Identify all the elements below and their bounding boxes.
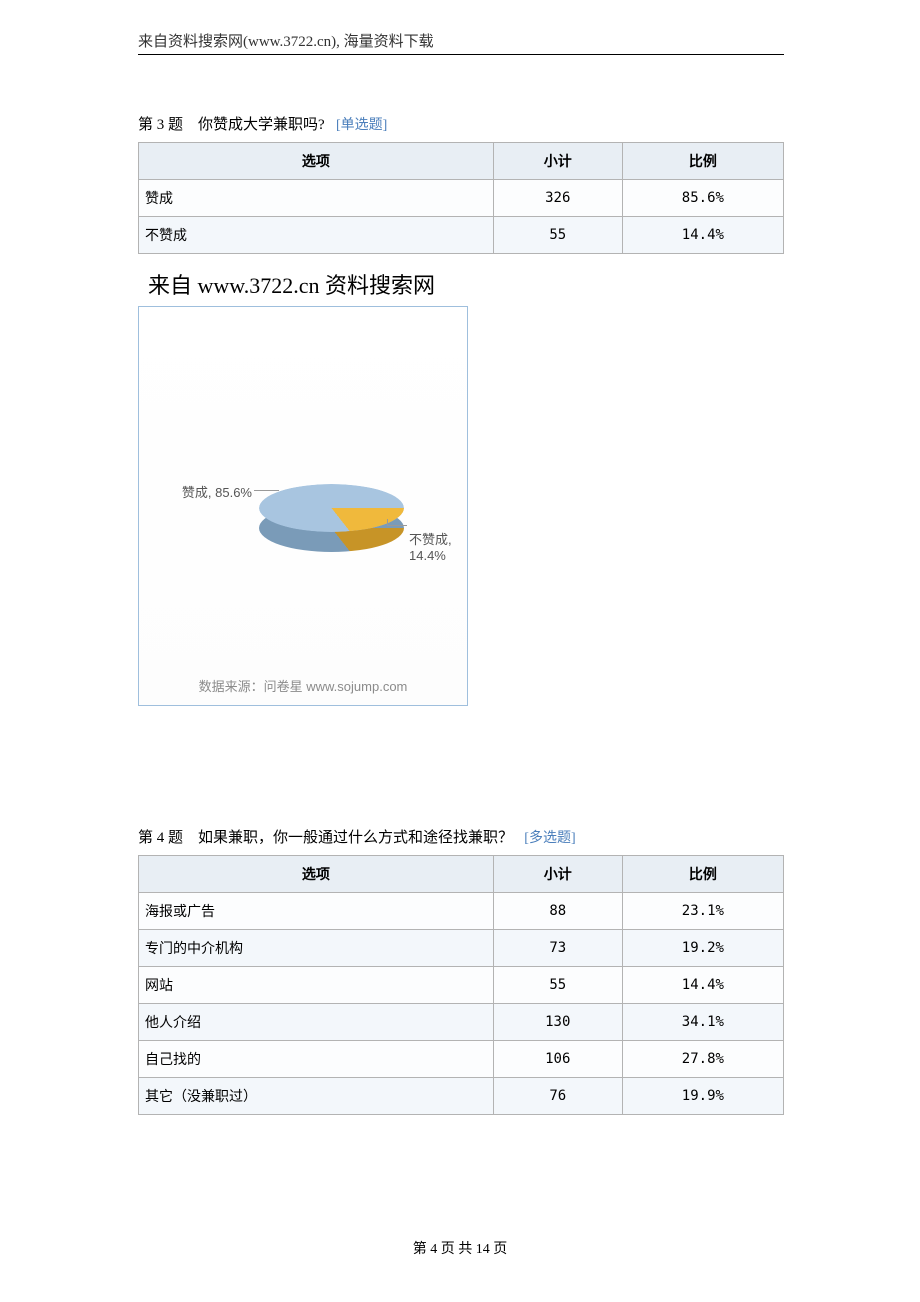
cell-count: 88	[493, 893, 622, 930]
cell-option: 不赞成	[139, 217, 494, 254]
cell-option: 其它（没兼职过）	[139, 1078, 494, 1115]
q3-title: 第 3 题 你赞成大学兼职吗? [单选题]	[138, 113, 784, 134]
leader-line	[387, 519, 388, 525]
th-count: 小计	[493, 856, 622, 893]
th-option: 选项	[139, 856, 494, 893]
q3-tag: [单选题]	[336, 118, 387, 133]
pie-label-right: 不赞成, 14.4%	[409, 529, 467, 563]
table-row: 其它（没兼职过）7619.9%	[139, 1078, 784, 1115]
table-row: 赞成32685.6%	[139, 180, 784, 217]
table-row: 专门的中介机构7319.2%	[139, 930, 784, 967]
th-ratio: 比例	[622, 856, 783, 893]
table-row: 自己找的10627.8%	[139, 1041, 784, 1078]
q3-prefix: 第 3 题	[138, 117, 183, 133]
th-count: 小计	[493, 143, 622, 180]
q4-tag: [多选题]	[524, 831, 575, 846]
table-row: 海报或广告8823.1%	[139, 893, 784, 930]
cell-option: 赞成	[139, 180, 494, 217]
cell-ratio: 27.8%	[622, 1041, 783, 1078]
cell-count: 73	[493, 930, 622, 967]
leader-line	[387, 525, 407, 526]
cell-option: 海报或广告	[139, 893, 494, 930]
cell-ratio: 14.4%	[622, 217, 783, 254]
cell-ratio: 14.4%	[622, 967, 783, 1004]
q3-table: 选项 小计 比例 赞成32685.6%不赞成5514.4%	[138, 142, 784, 254]
cell-count: 130	[493, 1004, 622, 1041]
th-ratio: 比例	[622, 143, 783, 180]
cell-count: 55	[493, 967, 622, 1004]
cell-option: 他人介绍	[139, 1004, 494, 1041]
table-row: 他人介绍13034.1%	[139, 1004, 784, 1041]
cell-ratio: 85.6%	[622, 180, 783, 217]
cell-ratio: 19.9%	[622, 1078, 783, 1115]
cell-ratio: 34.1%	[622, 1004, 783, 1041]
pie-chart: 赞成, 85.6% 不赞成, 14.4% 数据来源：问卷星 www.sojump…	[138, 306, 468, 706]
q4-title: 第 4 题 如果兼职，你一般通过什么方式和途径找兼职？ [多选题]	[138, 826, 784, 847]
cell-count: 76	[493, 1078, 622, 1115]
pie-slice-accent	[259, 484, 404, 532]
table-row: 网站5514.4%	[139, 967, 784, 1004]
content-area: 第 3 题 你赞成大学兼职吗? [单选题] 选项 小计 比例 赞成32685.6…	[138, 113, 784, 1115]
q4-section: 第 4 题 如果兼职，你一般通过什么方式和途径找兼职？ [多选题] 选项 小计 …	[138, 826, 784, 1115]
watermark-text: 来自 www.3722.cn 资料搜索网	[148, 268, 784, 300]
cell-count: 55	[493, 217, 622, 254]
page-footer: 第 4 页 共 14 页	[0, 1238, 920, 1258]
th-option: 选项	[139, 143, 494, 180]
pie-label-left: 赞成, 85.6%	[182, 482, 252, 501]
table-row: 不赞成5514.4%	[139, 217, 784, 254]
cell-option: 网站	[139, 967, 494, 1004]
chart-source: 数据来源：问卷星 www.sojump.com	[139, 676, 467, 695]
q4-table: 选项 小计 比例 海报或广告8823.1%专门的中介机构7319.2%网站551…	[138, 855, 784, 1115]
page-header: 来自资料搜索网(www.3722.cn), 海量资料下载	[138, 30, 434, 51]
cell-option: 专门的中介机构	[139, 930, 494, 967]
cell-option: 自己找的	[139, 1041, 494, 1078]
q4-text: 如果兼职，你一般通过什么方式和途径找兼职？	[198, 830, 513, 846]
pie-3d	[259, 482, 404, 542]
header-rule	[138, 54, 784, 55]
cell-count: 326	[493, 180, 622, 217]
pie-top	[259, 484, 404, 532]
cell-count: 106	[493, 1041, 622, 1078]
cell-ratio: 19.2%	[622, 930, 783, 967]
q4-prefix: 第 4 题	[138, 830, 183, 846]
leader-line	[254, 490, 279, 491]
q3-text: 你赞成大学兼职吗?	[198, 117, 325, 133]
cell-ratio: 23.1%	[622, 893, 783, 930]
